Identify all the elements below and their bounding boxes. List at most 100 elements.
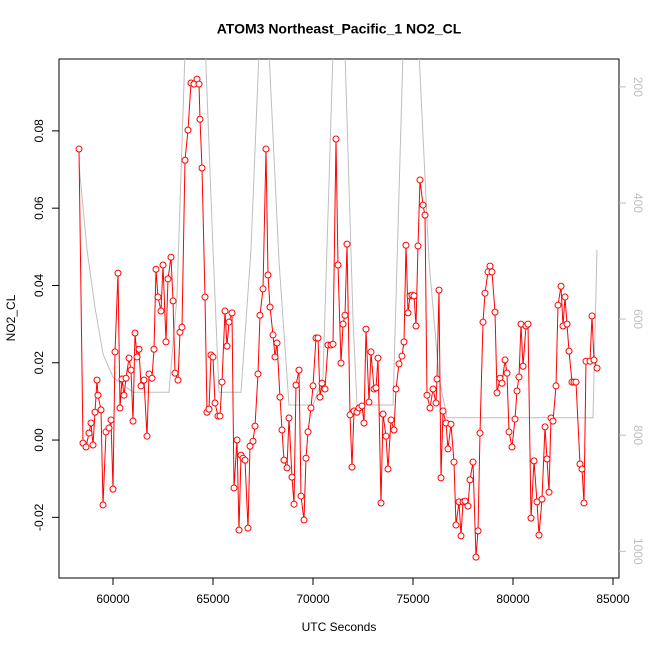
data-point: [167, 253, 175, 261]
data-point: [580, 499, 588, 507]
data-point: [259, 285, 267, 293]
plot-area: [75, 59, 601, 561]
data-point: [198, 164, 206, 172]
data-point: [508, 443, 516, 451]
plot-frame: [58, 58, 620, 579]
data-point: [432, 399, 440, 407]
data-point: [491, 308, 499, 316]
y2-tick-label: 400: [631, 193, 645, 213]
x-tick-label: 60000: [96, 592, 130, 606]
data-point: [367, 348, 375, 356]
data-point: [256, 311, 264, 319]
data-point: [400, 338, 408, 346]
data-point: [164, 275, 172, 283]
data-point: [474, 527, 482, 535]
data-point: [297, 492, 305, 500]
data-point: [246, 442, 254, 450]
data-point: [524, 320, 532, 328]
data-point: [412, 322, 420, 330]
data-point: [503, 369, 511, 377]
data-point: [515, 373, 523, 381]
data-point: [498, 379, 506, 387]
data-point: [439, 407, 447, 415]
x-tick-label: 70000: [296, 592, 330, 606]
data-point: [195, 80, 203, 88]
data-point: [318, 379, 326, 387]
data-point: [538, 495, 546, 503]
data-point: [109, 485, 117, 493]
data-point: [444, 445, 452, 453]
data-point: [228, 309, 236, 317]
data-point: [384, 465, 392, 473]
data-point: [377, 499, 385, 507]
data-point: [392, 385, 400, 393]
data-point: [266, 303, 274, 311]
data-point: [530, 457, 538, 465]
data-point: [91, 408, 99, 416]
data-point: [316, 393, 324, 401]
data-point: [300, 516, 308, 524]
data-point: [437, 474, 445, 482]
data-point: [93, 376, 101, 384]
data-point: [280, 456, 288, 464]
data-point: [433, 375, 441, 383]
data-point: [171, 369, 179, 377]
data-point: [541, 423, 549, 431]
data-point: [493, 389, 501, 397]
y-tick-label: 0.04: [32, 273, 46, 297]
data-point: [169, 297, 177, 305]
data-point: [85, 429, 93, 437]
data-point: [321, 385, 329, 393]
data-point: [563, 320, 571, 328]
data-point: [99, 501, 107, 509]
data-point: [307, 404, 315, 412]
data-point: [89, 441, 97, 449]
data-point: [337, 359, 345, 367]
data-point: [429, 385, 437, 393]
x-tick-label: 85000: [596, 592, 630, 606]
data-point: [201, 293, 209, 301]
data-point: [511, 415, 519, 423]
data-point: [554, 301, 562, 309]
data-point: [174, 376, 182, 384]
y-tick-label: 0.02: [32, 351, 46, 375]
data-point: [178, 323, 186, 331]
data-point: [329, 340, 337, 348]
data-point: [116, 404, 124, 412]
data-point: [137, 382, 145, 390]
data-point: [479, 318, 487, 326]
data-point: [278, 426, 286, 434]
y2-line: [78, 59, 598, 419]
data-point: [159, 261, 167, 269]
data-point: [435, 286, 443, 294]
data-point: [120, 391, 128, 399]
data-point: [486, 262, 494, 270]
data-point: [135, 345, 143, 353]
data-point: [476, 429, 484, 437]
data-point: [469, 458, 477, 466]
data-point: [127, 366, 135, 374]
data-point: [374, 354, 382, 362]
data-point: [251, 422, 259, 430]
data-point: [162, 338, 170, 346]
data-point: [314, 334, 322, 342]
data-point: [588, 312, 596, 320]
data-point: [402, 241, 410, 249]
data-point: [223, 342, 231, 350]
data-point: [421, 211, 429, 219]
data-point: [131, 329, 139, 337]
data-point: [543, 455, 551, 463]
data-point: [269, 331, 277, 339]
data-point: [535, 531, 543, 539]
data-point: [358, 402, 366, 410]
data-point: [107, 416, 115, 424]
data-point: [290, 500, 298, 508]
data-point: [513, 387, 521, 395]
y2-tick-label: 200: [631, 77, 645, 97]
data-point: [419, 201, 427, 209]
data-point: [404, 309, 412, 317]
data-point: [264, 271, 272, 279]
data-point: [572, 378, 580, 386]
data-point: [395, 360, 403, 368]
